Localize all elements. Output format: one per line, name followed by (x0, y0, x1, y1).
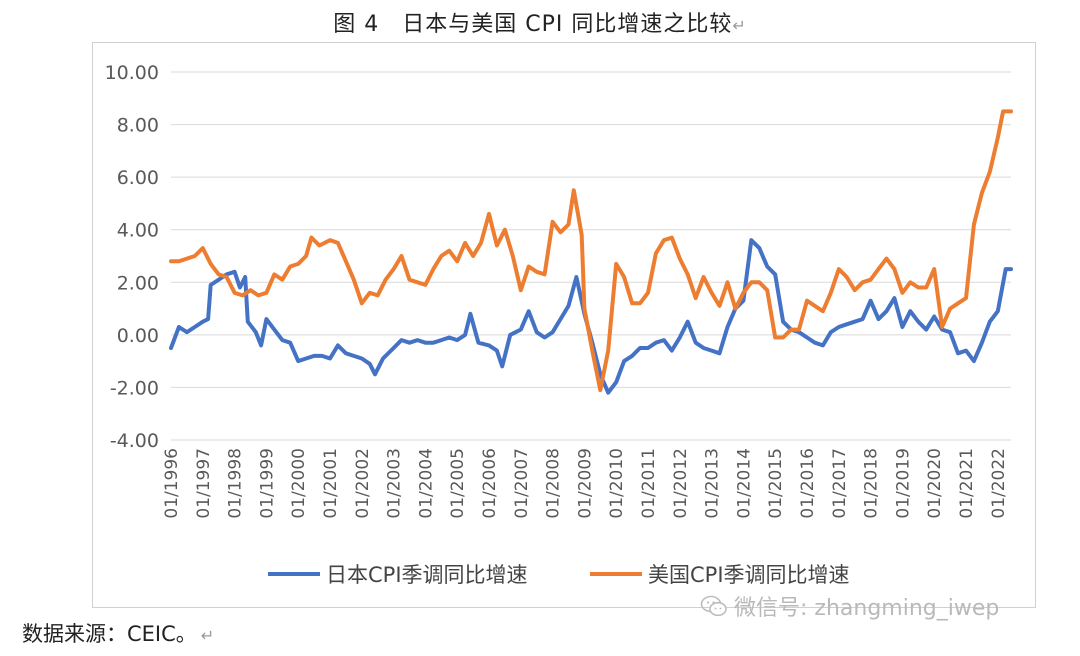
wechat-icon (700, 595, 727, 617)
x-tick-label: 01/2006 (480, 448, 500, 519)
x-tick-label: 01/2022 (989, 448, 1009, 519)
x-tick-label: 01/1997 (194, 448, 214, 519)
x-tick-label: 01/2007 (512, 448, 532, 519)
source-text: 数据来源：CEIC。 (22, 622, 197, 646)
y-tick-label: 4.00 (117, 220, 159, 242)
x-tick-label: 01/2017 (830, 448, 850, 519)
legend-label: 美国CPI季调同比增速 (648, 563, 850, 587)
x-tick-label: 01/2002 (353, 448, 373, 519)
x-tick-label: 01/2009 (575, 448, 595, 519)
y-tick-label: -2.00 (110, 377, 159, 399)
x-tick-label: 01/2001 (321, 448, 341, 519)
chart-title: 图 4 日本与美国 CPI 同比增速之比较↵ (0, 6, 1080, 38)
watermark-text: 微信号: zhangming_iwep (734, 596, 1000, 621)
y-tick-label: 2.00 (117, 272, 159, 294)
x-tick-label: 01/2021 (957, 448, 977, 519)
x-tick-label: 01/2008 (544, 448, 564, 519)
x-tick-label: 01/2003 (385, 448, 405, 519)
y-tick-label: -4.00 (110, 430, 159, 452)
x-tick-label: 01/2015 (766, 448, 786, 519)
x-tick-label: 01/2016 (798, 448, 818, 519)
x-tick-label: 01/1999 (257, 448, 277, 519)
legend-label: 日本CPI季调同比增速 (326, 563, 528, 587)
watermark: 微信号: zhangming_iwep (700, 590, 999, 622)
return-mark-icon: ↵ (732, 16, 747, 35)
x-tick-label: 01/2014 (734, 448, 754, 519)
series-line-japan (169, 238, 1013, 395)
source-note: 数据来源：CEIC。 ↵ (22, 618, 214, 648)
line-chart: 10.008.006.004.002.000.00-2.00-4.0001/19… (105, 62, 1013, 587)
chart-title-text: 图 4 日本与美国 CPI 同比增速之比较 (333, 12, 733, 37)
x-tick-label: 01/2018 (862, 448, 882, 519)
return-mark-icon: ↵ (200, 626, 215, 645)
x-tick-label: 01/2010 (607, 448, 627, 519)
x-tick-label: 01/2019 (893, 448, 913, 519)
x-tick-label: 01/1998 (226, 448, 246, 519)
y-tick-label: 6.00 (117, 167, 159, 189)
chart-frame: 10.00 8.00 6.00 4.00 2.00 0.00 -2.00 -4.00 01/19… (92, 42, 1036, 608)
y-tick-label: 10.00 (105, 62, 159, 84)
x-tick-label: 01/2011 (639, 448, 659, 519)
x-tick-label: 01/1996 (162, 448, 182, 519)
x-tick-label: 01/2004 (416, 448, 436, 519)
x-tick-label: 01/2005 (448, 448, 468, 519)
y-tick-label: 0.00 (117, 325, 159, 347)
x-tick-label: 01/2000 (289, 448, 309, 519)
x-tick-label: 01/2013 (703, 448, 723, 519)
x-tick-label: 01/2020 (925, 448, 945, 519)
y-tick-label: 8.00 (117, 115, 159, 137)
series-line-us (169, 109, 1013, 393)
x-tick-label: 01/2012 (671, 448, 691, 519)
